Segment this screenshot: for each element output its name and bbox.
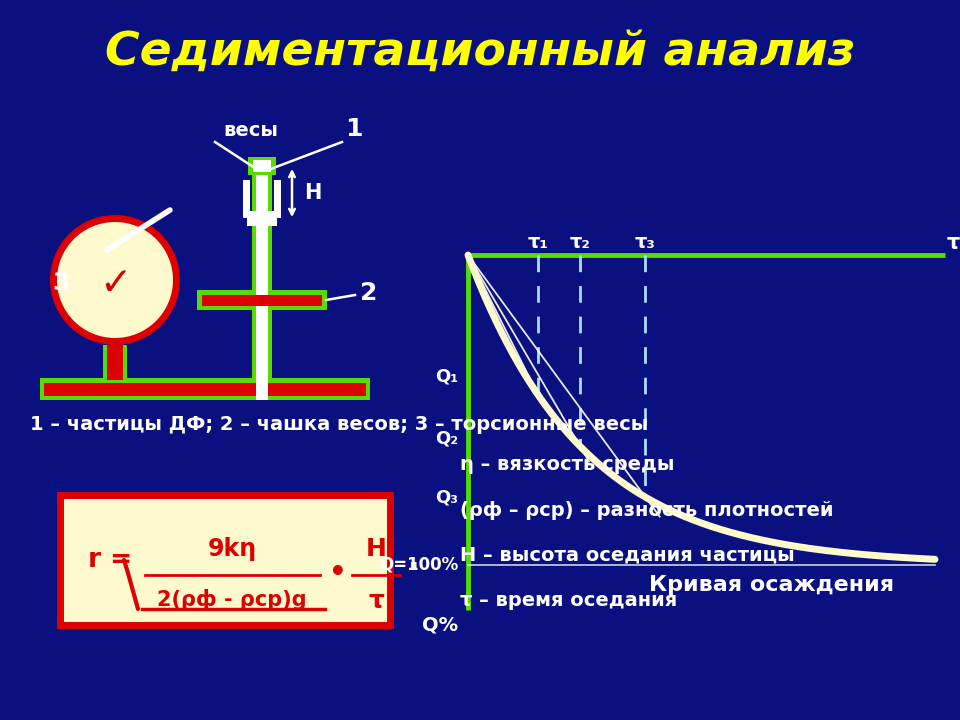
Text: r =: r =: [88, 547, 141, 573]
Text: ✓: ✓: [99, 265, 132, 303]
Text: 2(ρф - ρср)g: 2(ρф - ρср)g: [157, 589, 307, 610]
Text: Кривая осаждения: Кривая осаждения: [649, 575, 894, 595]
Text: τ – время оседания: τ – время оседания: [460, 590, 677, 610]
Bar: [103, 345, 127, 380]
Text: 9kη: 9kη: [207, 537, 256, 561]
Bar: [252, 175, 272, 400]
Bar: [44, 383, 366, 396]
Bar: [243, 180, 250, 218]
Bar: [243, 211, 281, 218]
Text: Q%: Q%: [421, 616, 458, 634]
Text: τ₃: τ₃: [636, 233, 656, 252]
Text: •: •: [329, 559, 347, 587]
Bar: [248, 157, 276, 175]
Text: Q₂: Q₂: [435, 429, 458, 447]
Bar: [197, 290, 327, 310]
Bar: [60, 495, 390, 625]
Circle shape: [50, 215, 180, 345]
Bar: [247, 216, 277, 226]
Text: H – высота оседания частицы: H – высота оседания частицы: [460, 546, 795, 564]
Bar: [274, 180, 281, 218]
Text: τ: τ: [368, 589, 384, 613]
Text: Седиментационный анализ: Седиментационный анализ: [105, 30, 855, 74]
Text: весы: весы: [223, 121, 278, 140]
Text: Q₃: Q₃: [435, 488, 458, 506]
Text: .: .: [408, 546, 420, 575]
Text: H: H: [366, 537, 387, 561]
Text: τ: τ: [947, 233, 960, 253]
Bar: [253, 160, 271, 172]
Text: 2: 2: [360, 281, 377, 305]
Text: (ρф – ρср) – разность плотностей: (ρф – ρср) – разность плотностей: [460, 500, 833, 520]
Text: τ₂: τ₂: [569, 233, 590, 252]
Circle shape: [57, 222, 173, 338]
Text: 1 – частицы ДФ; 2 – чашка весов; 3 – торсионные весы: 1 – частицы ДФ; 2 – чашка весов; 3 – тор…: [30, 415, 648, 434]
Text: 3: 3: [52, 271, 69, 295]
Bar: [40, 378, 370, 400]
Bar: [256, 175, 268, 400]
Text: η – вязкость среды: η – вязкость среды: [460, 456, 675, 474]
Bar: [202, 295, 322, 306]
Text: H: H: [304, 183, 322, 203]
Text: 1: 1: [345, 117, 363, 141]
Bar: [107, 345, 123, 380]
Text: Q₁: Q₁: [435, 368, 458, 386]
Text: Q=100%: Q=100%: [379, 556, 458, 574]
Text: τ₁: τ₁: [528, 233, 548, 252]
